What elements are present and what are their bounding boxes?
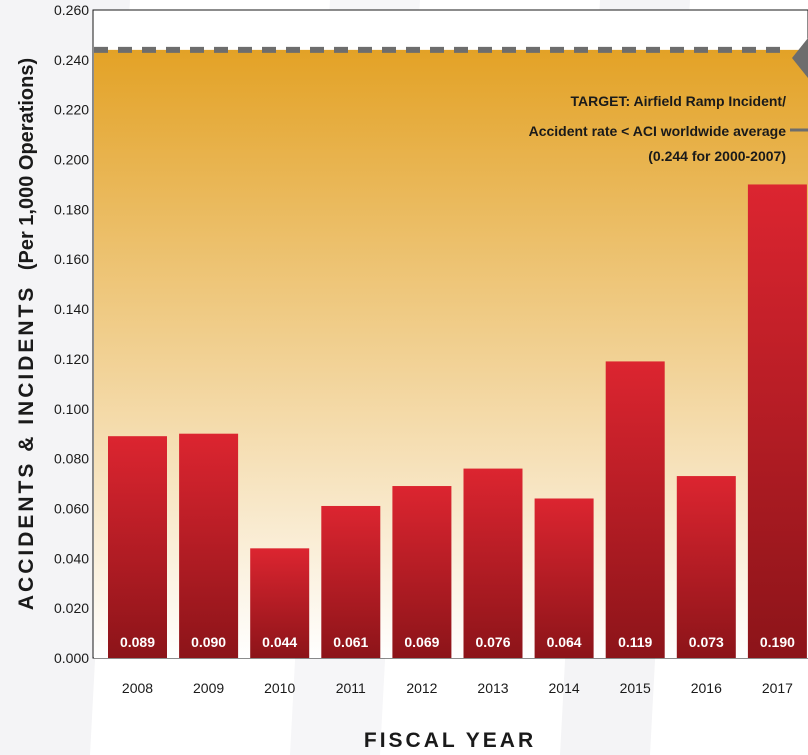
y-tick-label: 0.180 xyxy=(54,201,89,217)
data-label-2016: 0.073 xyxy=(689,634,724,650)
data-label-2014: 0.064 xyxy=(547,634,582,650)
bar-2010 xyxy=(250,548,310,658)
y-tick-label: 0.140 xyxy=(54,301,89,317)
bar-2008 xyxy=(108,436,167,658)
x-tick-label-2012: 2012 xyxy=(406,680,437,696)
x-tick-label-2015: 2015 xyxy=(620,680,651,696)
data-label-2017: 0.190 xyxy=(760,634,795,650)
y-tick-label: 0.060 xyxy=(54,500,89,516)
x-tick-label-2013: 2013 xyxy=(477,680,508,696)
bar-2017 xyxy=(747,184,807,658)
x-axis-title: FISCAL YEAR xyxy=(364,729,536,752)
bar-2015 xyxy=(605,361,665,658)
x-tick-label-2017: 2017 xyxy=(762,680,793,696)
y-tick-label: 0.260 xyxy=(54,2,89,18)
data-label-2015: 0.119 xyxy=(618,634,652,650)
y-axis-title-main: ACCIDENTS & INCIDENTS xyxy=(15,285,38,611)
y-tick-label: 0.120 xyxy=(54,351,89,367)
y-tick-label: 0.220 xyxy=(54,102,89,118)
y-tick-label: 0.160 xyxy=(54,251,89,267)
data-label-2010: 0.044 xyxy=(262,634,297,650)
data-label-2013: 0.076 xyxy=(475,634,510,650)
bar-2016 xyxy=(676,476,736,658)
bar-2013 xyxy=(463,468,523,658)
y-tick-label: 0.040 xyxy=(54,550,89,566)
x-tick-label-2016: 2016 xyxy=(691,680,722,696)
y-axis-title-sub: (Per 1,000 Operations) xyxy=(16,58,38,270)
data-label-2011: 0.061 xyxy=(333,634,368,650)
y-tick-label: 0.080 xyxy=(54,451,89,467)
bar-2014 xyxy=(534,498,594,658)
target-arrow-marker xyxy=(792,38,808,78)
data-label-2009: 0.090 xyxy=(191,634,226,650)
y-tick-label: 0.240 xyxy=(54,52,89,68)
target-label-line-3: (0.244 for 2000-2007) xyxy=(648,148,786,164)
target-label-line-1: TARGET: Airfield Ramp Incident/ xyxy=(571,93,787,109)
x-tick-label-2010: 2010 xyxy=(264,680,295,696)
x-tick-label-2011: 2011 xyxy=(336,680,366,696)
x-tick-label-2014: 2014 xyxy=(549,680,580,696)
bar-2011 xyxy=(321,505,381,658)
y-tick-label: 0.000 xyxy=(54,650,89,666)
y-tick-label: 0.100 xyxy=(54,401,89,417)
target-label-line-2: Accident rate < ACI worldwide average xyxy=(529,123,787,139)
target-annotation: TARGET: Airfield Ramp Incident/ Accident… xyxy=(529,93,808,164)
x-tick-label-2009: 2009 xyxy=(193,680,224,696)
y-axis-title: ACCIDENTS & INCIDENTS (Per 1,000 Operati… xyxy=(15,58,38,610)
y-tick-label: 0.200 xyxy=(54,152,89,168)
data-label-2008: 0.089 xyxy=(120,634,155,650)
bar-2012 xyxy=(392,486,452,658)
data-label-2012: 0.069 xyxy=(404,634,439,650)
bar-2009 xyxy=(179,433,239,658)
x-tick-label-2008: 2008 xyxy=(122,680,153,696)
y-tick-label: 0.020 xyxy=(54,600,89,616)
